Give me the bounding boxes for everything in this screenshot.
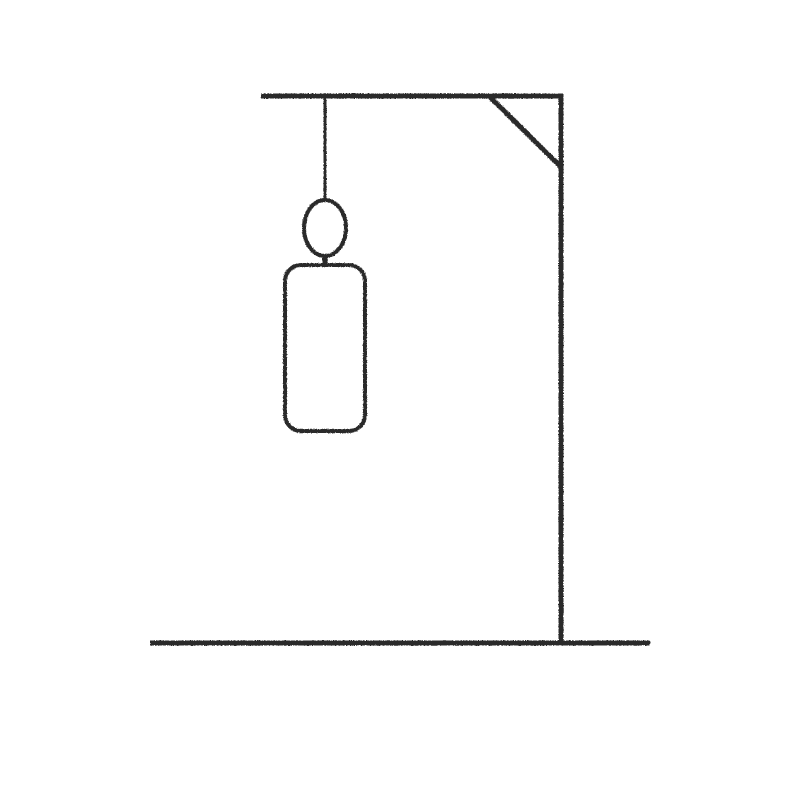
- gallows-brace: [488, 95, 563, 169]
- hangman-head: [302, 198, 348, 258]
- hangman-body: [283, 263, 367, 433]
